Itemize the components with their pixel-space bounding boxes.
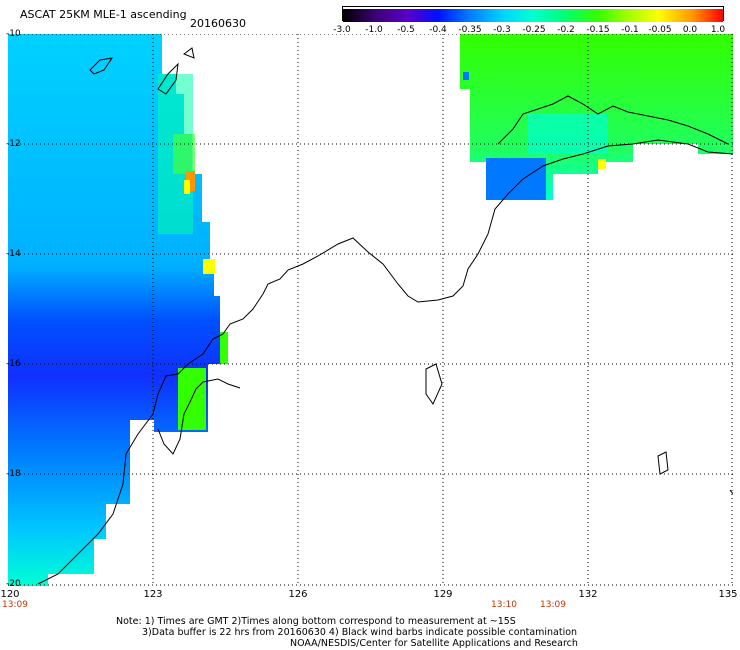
coastal-band [173,134,195,174]
lon-tick: 123 [143,589,163,600]
color-scale-label: -0.35 [458,25,482,35]
coastal-band [178,368,206,430]
coastline [37,47,733,585]
lon-tick: 132 [578,589,598,600]
color-scale-label: -0.05 [648,25,672,35]
coastal-band [203,259,215,274]
hotspot [186,171,195,191]
map-date: 20160630 [190,17,246,30]
color-scale-gradient [343,9,723,22]
coastline-path [182,47,195,59]
lat-tick: -20 [6,579,21,589]
lon-tick: 129 [433,589,453,600]
west-data-swath [8,34,228,586]
lat-tick: -16 [6,359,21,369]
lon-tick: 120 [0,589,20,600]
lat-tick: -14 [6,249,21,259]
note-line-2: 3)Data buffer is 22 hrs from 20160630 4)… [142,627,578,638]
color-scale-label: -0.4 [429,25,447,35]
color-scale-label: -0.3 [493,25,511,35]
coastline-path [729,489,733,495]
color-scale-label: -0.15 [586,25,610,35]
lat-tick: -12 [6,139,21,149]
coastal-band [220,332,228,364]
color-scale-bar [342,6,724,22]
coastline-path [37,139,733,585]
color-scale-label: -1.0 [365,25,383,35]
lon-tick: 126 [288,589,308,600]
time-label: 13:09 [540,600,566,610]
map-title: ASCAT 25KM MLE-1 ascending [20,8,187,21]
lat-tick: -10 [6,29,21,39]
time-label: 13:10 [491,600,517,610]
east-data-swath [460,34,733,200]
color-scale-labels: -3.0 -1.0 -0.5 -0.4 -0.35 -0.3 -0.25 -0.… [333,25,726,37]
swath-patch [486,158,546,200]
coastline-path [425,363,443,406]
color-scale-label: -0.25 [522,25,546,35]
coastline-path [157,62,179,95]
color-scale-label: 0.0 [682,25,698,35]
lat-tick: -18 [6,469,21,479]
lon-tick: 135 [718,589,738,600]
hotspot [184,180,190,194]
time-label: 13:09 [2,600,28,610]
color-scale-label: -3.0 [333,25,351,35]
coastline-path [157,378,241,455]
coastline-path [657,451,669,475]
coastline-path [89,57,114,75]
note-line-3: NOAA/NESDIS/Center for Satellite Applica… [290,638,578,649]
gridlines [8,34,733,586]
swath-patch [528,114,608,154]
wind-map [8,34,733,586]
color-scale-label: -0.2 [557,25,575,35]
color-scale-label: -0.5 [397,25,415,35]
swath-patch [463,72,469,80]
color-scale-label: -0.1 [621,25,639,35]
color-scale-label: 1.0 [710,25,726,35]
coastline-path [497,95,729,145]
note-line-1: Note: 1) Times are GMT 2)Times along bot… [116,616,516,627]
swath-patch [598,159,606,169]
